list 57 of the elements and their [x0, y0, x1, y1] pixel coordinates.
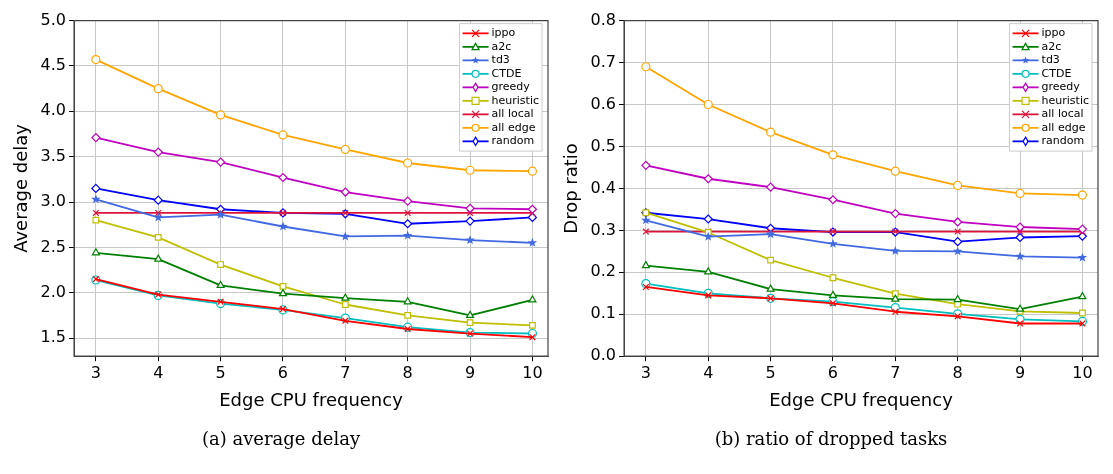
- x-axis-title: Edge CPU frequency: [769, 388, 954, 410]
- y-tick-label: 3.0: [40, 191, 67, 211]
- y-tick-label: 0.7: [590, 51, 617, 71]
- x-tick-label: 8: [952, 362, 963, 382]
- x-tick-label: 7: [340, 362, 351, 382]
- x-tick-label: 4: [153, 362, 164, 382]
- legend-label: all local: [1041, 107, 1084, 121]
- y-tick-label: 2.5: [40, 236, 67, 256]
- legend-label: greedy: [1041, 80, 1081, 94]
- legend-label: td3: [491, 53, 510, 67]
- legend-label: greedy: [491, 80, 531, 94]
- y-tick-label: 0.8: [590, 9, 617, 29]
- legend-label: all edge: [1041, 120, 1086, 134]
- y-tick-label: 0.1: [590, 303, 617, 323]
- legend-label: a2c: [491, 39, 512, 53]
- x-tick-label: 8: [402, 362, 413, 382]
- text: (a) average delay: [201, 428, 361, 449]
- y-tick-label: 4.0: [40, 100, 67, 120]
- y-tick-label: 0.0: [590, 345, 617, 365]
- legend-label: td3: [1041, 53, 1060, 67]
- y-tick-label: 0.3: [590, 219, 617, 239]
- y-axis-title: Drop ratio: [560, 143, 582, 234]
- legend-label: all edge: [491, 120, 536, 134]
- x-tick-label: 6: [827, 362, 839, 382]
- y-axis-title: Average delay: [10, 123, 32, 253]
- x-tick-label: 7: [890, 362, 901, 382]
- legend-label: ippo: [1041, 26, 1066, 40]
- x-tick-label: 10: [522, 362, 543, 382]
- legend-label: random: [491, 134, 535, 148]
- x-tick-label: 5: [215, 362, 226, 382]
- legend-label: CTDE: [491, 66, 522, 80]
- y-tick-label: 0.5: [590, 135, 617, 155]
- x-tick-label: 9: [1014, 362, 1026, 382]
- x-tick-label: 6: [277, 362, 289, 382]
- x-tick-label: 3: [90, 362, 101, 382]
- legend-label: random: [1041, 134, 1085, 148]
- x-tick-label: 9: [464, 362, 476, 382]
- x-axis-title: Edge CPU frequency: [219, 388, 404, 410]
- y-tick-label: 2.0: [40, 281, 67, 301]
- y-tick-label: 0.6: [590, 93, 617, 113]
- text: (b) ratio of dropped tasks: [714, 428, 948, 449]
- legend-label: heuristic: [491, 93, 539, 107]
- legend-label: heuristic: [1041, 93, 1089, 107]
- y-tick-label: 1.5: [40, 327, 67, 347]
- legend-label: all local: [491, 107, 534, 121]
- y-tick-label: 0.4: [590, 177, 617, 197]
- x-tick-label: 10: [1072, 362, 1093, 382]
- legend-label: ippo: [491, 26, 516, 40]
- y-tick-label: 0.2: [590, 261, 617, 281]
- legend-label: CTDE: [1041, 66, 1072, 80]
- x-tick-label: 3: [640, 362, 651, 382]
- y-tick-label: 5.0: [40, 9, 67, 29]
- y-tick-label: 4.5: [40, 55, 67, 75]
- legend-label: a2c: [1041, 39, 1062, 53]
- y-tick-label: 3.5: [40, 145, 67, 165]
- x-tick-label: 4: [703, 362, 714, 382]
- x-tick-label: 5: [765, 362, 776, 382]
